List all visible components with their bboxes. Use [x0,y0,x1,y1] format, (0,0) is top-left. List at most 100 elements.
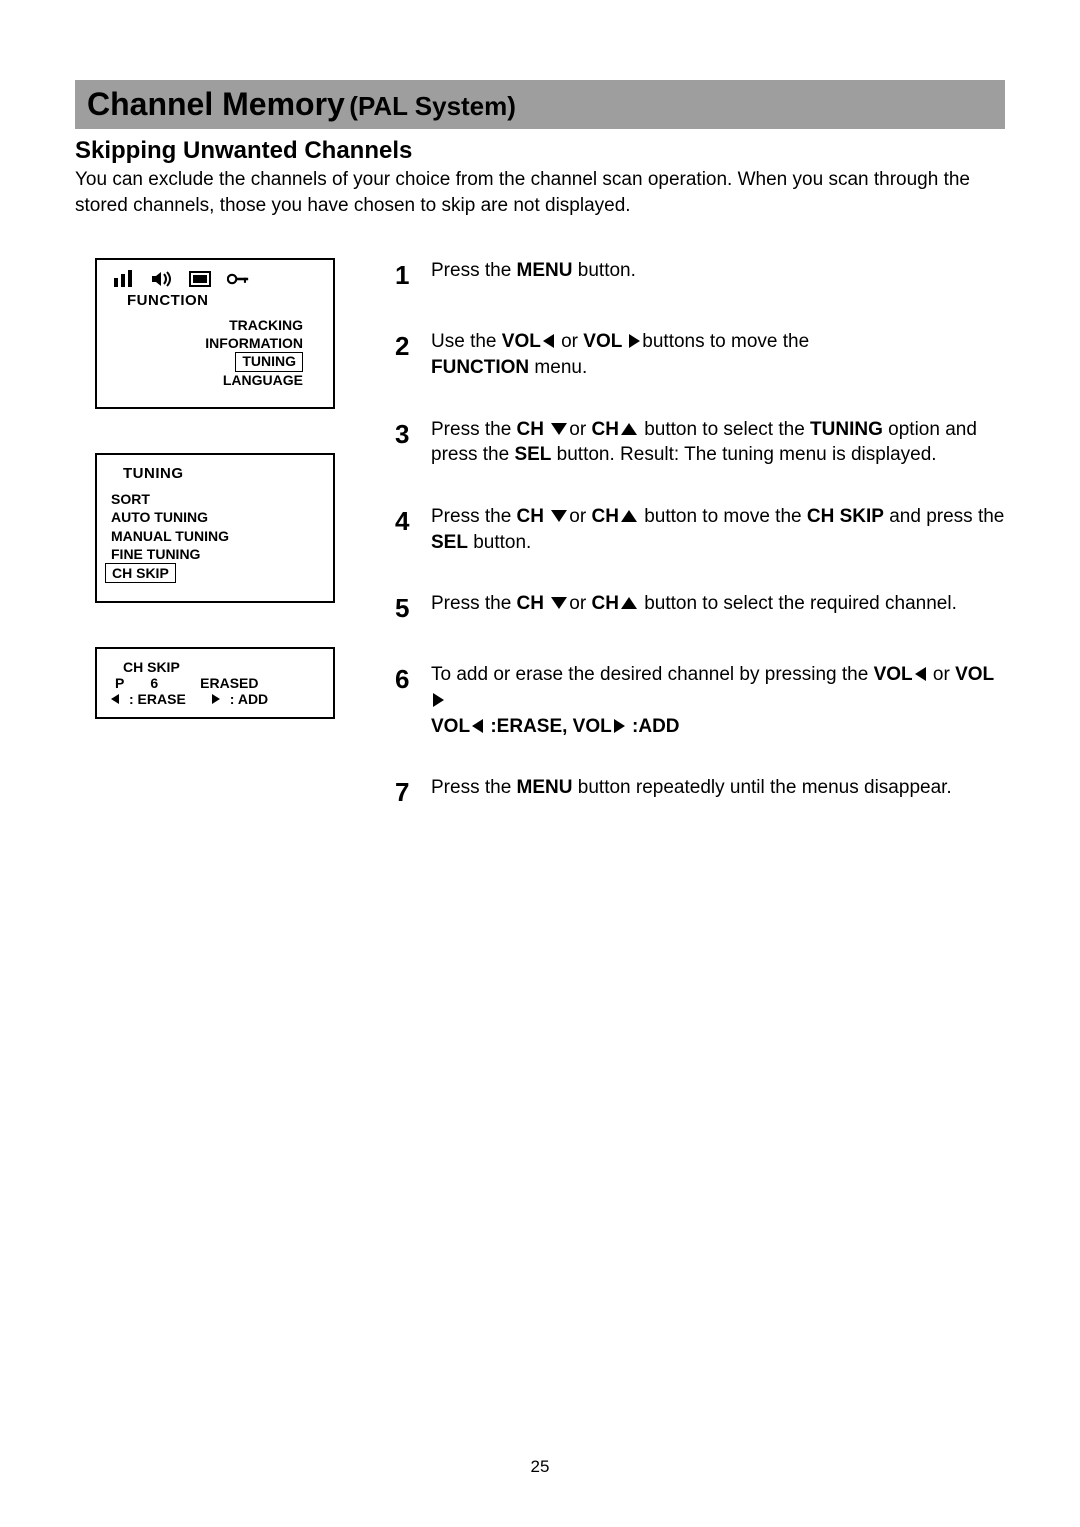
step-text: Press the [431,419,517,440]
osd-item: TRACKING [109,317,303,335]
step-bold: CH [591,506,618,527]
step-6: 6 To add or erase the desired channel by… [395,662,1005,739]
osd-column: FUNCTION TRACKING INFORMATION TUNING LAN… [75,258,335,719]
step-bold: CH [517,419,550,440]
triangle-up-icon [621,597,637,609]
key-icon [227,270,249,288]
triangle-right-icon [433,693,444,707]
triangle-right-icon [212,694,220,704]
step-text: button to select the [639,419,810,440]
osd-item: AUTO TUNING [111,508,321,526]
step-number: 1 [395,258,417,293]
title-main: Channel Memory [87,86,345,122]
step-bold: CH SKIP [807,506,884,527]
step-text: or [569,419,591,440]
osd-tuning-items: SORT AUTO TUNING MANUAL TUNING FINE TUNI… [109,490,321,583]
triangle-left-icon [472,719,483,733]
step-number: 3 [395,417,417,468]
program-prefix: P [115,675,124,691]
osd-item-selected: TUNING [235,352,303,372]
section-title: Skipping Unwanted Channels [75,137,1005,165]
step-1: 1 Press the MENU button. [395,258,1005,293]
step-bold: CH [591,419,618,440]
step-3: 3 Press the CH or CH button to select th… [395,417,1005,468]
step-bold: :ADD [627,716,680,737]
step-bold: :ERASE, VOL [485,716,612,737]
step-bold: TUNING [810,419,883,440]
program-number: 6 [150,675,158,691]
step-text: or [561,331,583,352]
step-text: Use the [431,331,502,352]
osd-chskip-box: CH SKIP P 6 ERASED : ERASE : ADD [95,647,335,719]
osd-item: MANUAL TUNING [111,527,321,545]
step-number: 5 [395,591,417,626]
step-5: 5 Press the CH or CH button to select th… [395,591,1005,626]
step-bold: MENU [517,777,573,798]
step-text: or [928,664,955,685]
step-number: 4 [395,504,417,555]
triangle-right-icon [629,334,640,348]
step-bold: VOL [874,664,913,685]
step-bold: FUNCTION [431,357,529,378]
add-label: : ADD [230,691,268,707]
step-bold: MENU [517,260,573,281]
step-bold: VOL [502,331,541,352]
osd-tuning-box: TUNING SORT AUTO TUNING MANUAL TUNING FI… [95,453,335,603]
osd-tuning-label: TUNING [123,465,321,482]
step-text: menu. [529,357,587,378]
step-text: Press the [431,593,517,614]
title-bar: Channel Memory (PAL System) [75,80,1005,129]
speaker-icon [151,270,173,288]
step-text: button. [573,260,636,281]
triangle-left-icon [543,334,554,348]
osd-item: FINE TUNING [111,545,321,563]
osd-function-box: FUNCTION TRACKING INFORMATION TUNING LAN… [95,258,335,409]
title-sub: (PAL System) [349,91,516,121]
step-text: button repeatedly until the menus disapp… [573,777,952,798]
erase-label: : ERASE [129,691,186,707]
step-number: 6 [395,662,417,739]
step-text: button to move the [639,506,807,527]
triangle-down-icon [551,597,567,609]
step-text: button. Result: The tuning menu is displ… [551,444,936,465]
step-bold: CH [517,593,550,614]
osd-function-items: TRACKING INFORMATION TUNING LANGUAGE [109,317,321,389]
triangle-up-icon [621,510,637,522]
step-number: 7 [395,775,417,810]
step-4: 4 Press the CH or CH button to move the … [395,504,1005,555]
step-2: 2 Use the VOL or VOL buttons to move the… [395,329,1005,380]
osd-chskip-label: CH SKIP [123,659,321,675]
step-text: or [569,506,591,527]
osd-item: SORT [111,490,321,508]
bar-chart-icon [113,270,135,288]
step-text: buttons to move the [642,331,809,352]
section-intro: You can exclude the channels of your cho… [75,167,1005,218]
osd-item: INFORMATION [109,335,303,353]
step-text: button. [468,532,531,553]
step-text: Press the [431,777,517,798]
steps-column: 1 Press the MENU button. 2 Use the VOL o… [395,258,1005,846]
triangle-left-icon [915,667,926,681]
step-bold: VOL [431,716,470,737]
step-bold: SEL [514,444,551,465]
step-text: To add or erase the desired channel by p… [431,664,874,685]
step-text: Press the [431,506,517,527]
step-bold: CH [517,506,550,527]
step-number: 2 [395,329,417,380]
osd-item: LANGUAGE [109,372,303,390]
page-number: 25 [0,1457,1080,1477]
step-text: and press the [884,506,1004,527]
triangle-down-icon [551,423,567,435]
osd-icon-row [113,270,321,288]
program-status: ERASED [200,675,258,691]
step-bold: SEL [431,532,468,553]
triangle-down-icon [551,510,567,522]
step-bold: CH [591,593,618,614]
step-7: 7 Press the MENU button repeatedly until… [395,775,1005,810]
screen-icon [189,270,211,288]
step-bold: VOL [583,331,627,352]
osd-function-label: FUNCTION [127,292,321,309]
step-bold: VOL [955,664,994,685]
step-text: or [569,593,591,614]
step-text: button to select the required channel. [639,593,957,614]
